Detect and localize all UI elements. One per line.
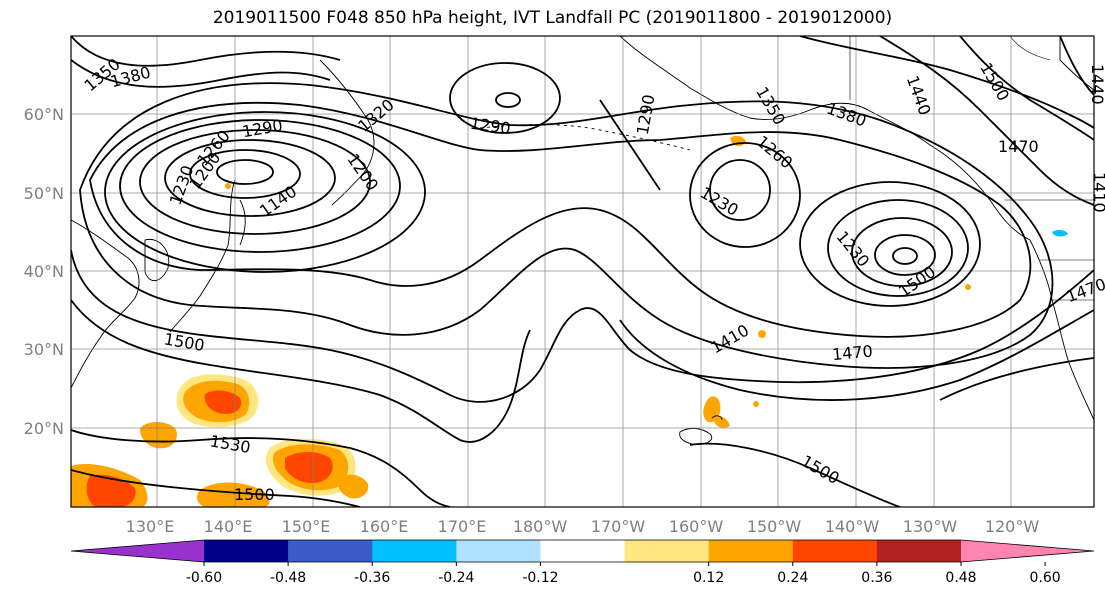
- colorbar-tick-label: 0.24: [777, 570, 808, 586]
- colorbar-tick-label: -0.36: [354, 570, 390, 586]
- contour-label: 1470: [831, 342, 873, 364]
- colorbar-tick-label: 0.36: [861, 570, 892, 586]
- longitude-labels: 130°E 140°E 150°E 160°E 170°E 180°W 170°…: [126, 517, 1040, 536]
- lat-label: 60°N: [24, 105, 64, 124]
- height-contours: [71, 36, 1094, 507]
- colorbar-tick-label: -0.48: [270, 570, 306, 586]
- colorbar-swatch: [540, 540, 626, 562]
- lat-label: 50°N: [24, 184, 64, 203]
- lat-label: 20°N: [24, 419, 64, 438]
- map-frame: [70, 35, 1095, 508]
- lon-label: 180°W: [513, 517, 568, 536]
- contour-label: 1440: [1088, 64, 1105, 105]
- lon-label: 120°W: [985, 517, 1040, 536]
- lon-label: 130°W: [903, 517, 958, 536]
- lon-label: 130°E: [126, 517, 175, 536]
- colorbar-tick-label: -0.12: [522, 570, 558, 586]
- colorbar: -0.60 -0.48 -0.36 -0.24 -0.12 0.12 0.24 0.36 0.4…: [70, 539, 1095, 586]
- map-title: 2019011500 F048 850 hPa height, IVT Land…: [212, 8, 893, 28]
- lon-label: 150°E: [282, 517, 331, 536]
- colorbar-swatch: [456, 540, 541, 562]
- lon-label: 170°E: [438, 517, 487, 536]
- ivt-shading: [71, 135, 1068, 507]
- colorbar-swatch: [204, 540, 289, 562]
- contour-label: 1410: [1090, 172, 1105, 213]
- colorbar-swatch: [624, 540, 710, 562]
- colorbar-swatch: [876, 540, 962, 562]
- colorbar-swatch: [708, 540, 794, 562]
- contour-label: 1500: [234, 485, 275, 504]
- latitude-labels: 60°N 50°N 40°N 30°N 20°N: [24, 105, 64, 438]
- lat-label: 30°N: [24, 340, 64, 359]
- lon-label: 160°E: [360, 517, 409, 536]
- colorbar-extension-high: [961, 540, 1094, 562]
- colorbar-tick-label: -0.60: [186, 570, 222, 586]
- lon-label: 170°W: [591, 517, 646, 536]
- lon-label: 140°W: [825, 517, 880, 536]
- colorbar-swatch: [372, 540, 457, 562]
- colorbar-tick-label: 0.48: [945, 570, 976, 586]
- colorbar-swatch: [288, 540, 373, 562]
- colorbar-tick-label: 0.60: [1030, 570, 1061, 586]
- lat-label: 40°N: [24, 262, 64, 281]
- lon-label: 150°W: [747, 517, 802, 536]
- colorbar-swatch: [792, 540, 878, 562]
- colorbar-tick-label: 0.12: [693, 570, 724, 586]
- colorbar-tick-label: -0.24: [438, 570, 474, 586]
- colorbar-extension-low: [71, 540, 204, 562]
- contour-label: 1470: [998, 137, 1039, 156]
- lon-label: 160°W: [669, 517, 724, 536]
- lon-label: 140°E: [204, 517, 253, 536]
